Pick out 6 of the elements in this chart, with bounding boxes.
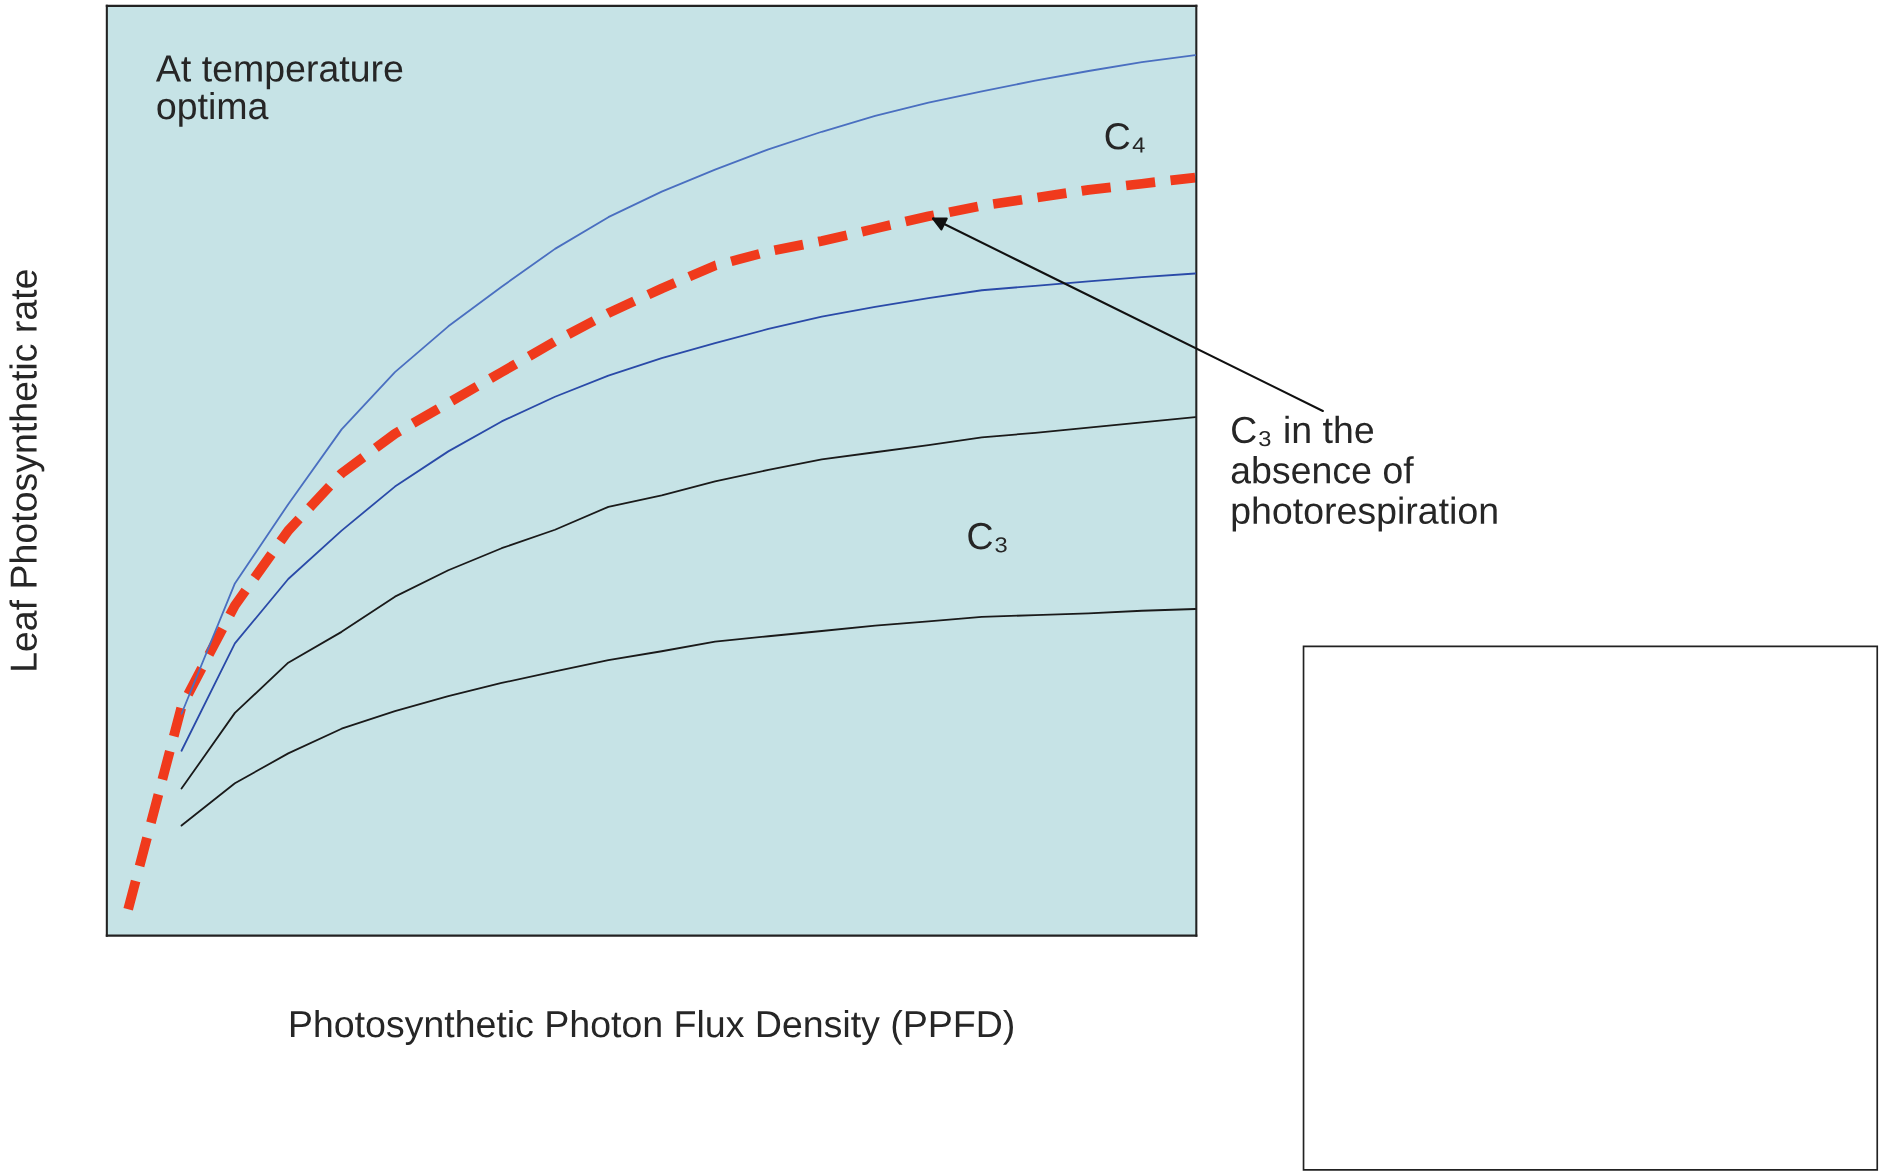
y-axis-title: Leaf Photosynthetic rate: [9, 270, 45, 670]
x-axis-title: Photosynthetic Photon Flux Density (PPFD): [290, 1009, 1013, 1045]
annotation: C₃: [968, 522, 1007, 553]
text: C₃ in the absence of photorespiration: [1231, 415, 1497, 532]
annotation: At temperature optima: [155, 55, 403, 127]
annotation: C₄: [1105, 123, 1145, 153]
